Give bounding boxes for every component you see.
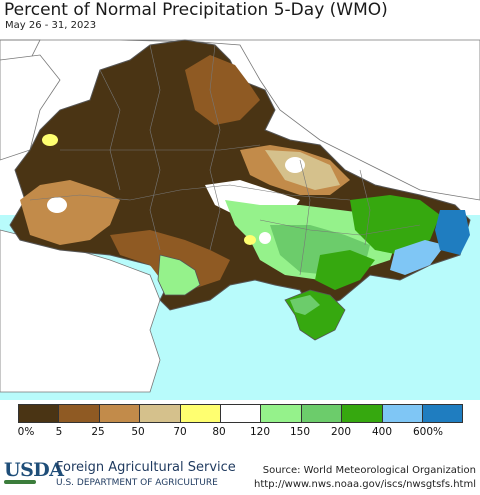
legend-tick-label: 80 — [212, 426, 226, 438]
legend-tick-label: 200 — [330, 426, 352, 438]
agency-name: Foreign Agricultural Service — [56, 460, 236, 475]
legend-tick-label: 25 — [91, 426, 105, 438]
legend-tick-label: 5 — [55, 426, 63, 438]
legend-swatch — [139, 404, 181, 423]
legend-tick-label: 150 — [289, 426, 311, 438]
precipitation-map — [0, 39, 480, 400]
department-name: U.S. DEPARTMENT OF AGRICULTURE — [56, 478, 218, 488]
legend-swatch — [422, 404, 464, 423]
zone-400pct-east — [350, 195, 440, 255]
legend-tick-label: 0% — [17, 426, 35, 438]
moldova-region — [157, 254, 201, 296]
usda-logo: USDA — [4, 459, 64, 481]
spot-normal-northeast — [285, 157, 305, 173]
spot-70pct-center — [244, 235, 256, 245]
footer: USDA Foreign Agricultural Service U.S. D… — [0, 455, 480, 495]
zone-400pct-south — [315, 250, 375, 290]
source-url[interactable]: http://www.nws.noaa.gov/iscs/nwsgtsfs.ht… — [254, 479, 476, 490]
legend-swatch — [341, 404, 383, 423]
legend-tick-label: 70 — [173, 426, 187, 438]
legend-swatch — [260, 404, 302, 423]
legend-tick-label: 400 — [371, 426, 393, 438]
legend-swatch — [58, 404, 100, 423]
legend-swatch — [300, 404, 343, 423]
zone-5pct-north — [185, 55, 260, 125]
legend-tick-label: 120 — [249, 426, 271, 438]
legend-swatch — [381, 404, 423, 423]
legend-swatch — [220, 404, 262, 423]
oblast-borders — [29, 44, 421, 276]
crimea-200pct — [290, 295, 320, 315]
map-title: Percent of Normal Precipitation 5-Day (W… — [4, 0, 388, 20]
legend-swatch — [98, 404, 141, 423]
neighbor-land-west-strip — [0, 54, 61, 161]
spot-normal-center — [259, 232, 271, 244]
usda-logo-swoosh-icon — [4, 480, 36, 484]
date-range: May 26 - 31, 2023 — [5, 20, 97, 31]
zone-400pct-lightblue — [390, 240, 445, 275]
legend-swatch — [18, 404, 60, 423]
legend-swatch — [179, 404, 221, 423]
spot-normal-west — [47, 197, 67, 213]
spot-70pct-west — [42, 134, 58, 146]
legend-tick-label: 50 — [131, 426, 145, 438]
zone-600pct — [435, 210, 470, 255]
legend-tick-label: 600% — [412, 426, 444, 438]
source-text: Source: World Meteorological Organizatio… — [262, 465, 476, 476]
